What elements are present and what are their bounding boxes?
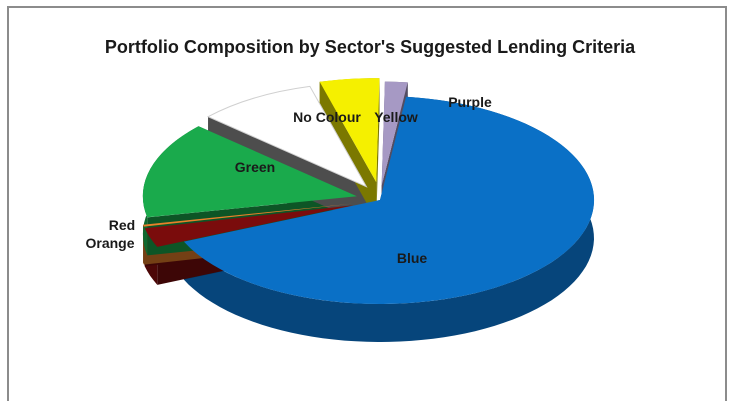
slice-label-no-colour: No Colour [293, 109, 361, 125]
chart-title: Portfolio Composition by Sector's Sugges… [104, 37, 636, 57]
slice-label-blue: Blue [397, 250, 428, 266]
slice-label-purple: Purple [448, 94, 492, 110]
slice-label-green: Green [235, 159, 275, 175]
slice-label-yellow: Yellow [374, 109, 418, 125]
slice-purple [381, 81, 408, 186]
slice-blue [183, 96, 595, 305]
slice-yellow [319, 78, 380, 183]
slice-green [142, 126, 357, 218]
slice-label-orange: Orange [85, 235, 134, 251]
pie-top-layer [142, 78, 595, 305]
slice-no-colour [206, 85, 368, 188]
slice-orange [143, 203, 353, 227]
slice-edge-yellow-1 [376, 78, 380, 221]
slice-red [144, 205, 354, 247]
slice-edge-yellow-0 [319, 81, 377, 221]
pie-label-layer: Blue Red Orange Green No Colour Yellow Purple [85, 94, 491, 266]
slice-label-red: Red [109, 217, 135, 233]
